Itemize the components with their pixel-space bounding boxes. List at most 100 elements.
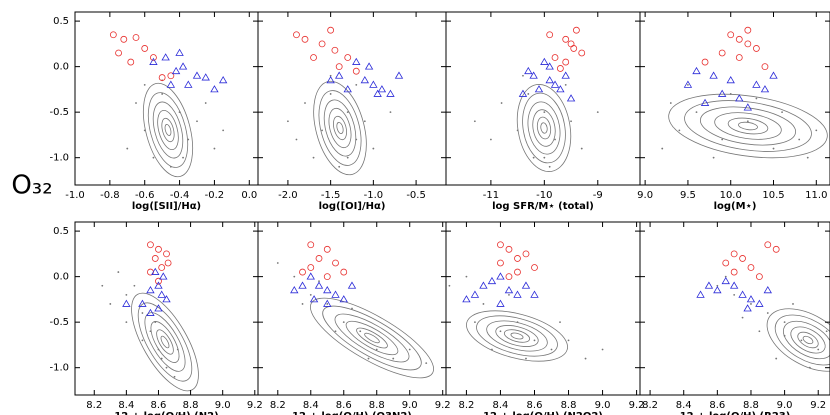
- sample-point: [729, 93, 732, 95]
- density-contour: [131, 292, 199, 392]
- sample-point: [149, 330, 152, 333]
- circle-marker: [150, 54, 157, 61]
- sample-point: [783, 334, 786, 337]
- triangle-marker: [175, 48, 184, 56]
- sample-point: [550, 348, 553, 351]
- circle-marker: [718, 49, 726, 57]
- density-contour: [536, 116, 552, 140]
- circle-marker: [147, 241, 154, 249]
- x-tick-label: 9.0: [777, 400, 793, 411]
- sample-point: [489, 138, 492, 141]
- circle-marker: [551, 54, 559, 61]
- density-contour: [700, 106, 796, 146]
- triangle-marker: [373, 89, 382, 97]
- sample-point: [326, 303, 329, 305]
- sample-point: [222, 129, 225, 132]
- circle-marker: [497, 241, 504, 249]
- circle-marker: [744, 40, 752, 48]
- density-contour: [309, 297, 435, 379]
- panel-frame: [445, 221, 641, 396]
- circle-marker: [722, 259, 730, 267]
- triangle-marker: [713, 285, 722, 294]
- circle-marker: [505, 273, 513, 281]
- panel-frame: [74, 11, 259, 186]
- triangle-marker: [201, 73, 210, 81]
- sample-point: [499, 330, 502, 333]
- triangle-marker: [743, 304, 752, 312]
- triangle-marker: [334, 71, 344, 79]
- sample-point: [312, 156, 315, 159]
- triangle-marker: [151, 267, 160, 275]
- x-tick-label: -1.0: [364, 190, 384, 201]
- x-axis-label: 12 + log(O/H) (N2): [114, 411, 218, 415]
- circle-marker: [307, 241, 315, 249]
- sample-point: [766, 312, 769, 314]
- panel-frame: [257, 11, 447, 186]
- sample-point: [213, 147, 216, 150]
- triangle-marker: [210, 85, 219, 93]
- circle-marker: [739, 255, 746, 262]
- sample-point: [712, 156, 715, 159]
- sample-point: [724, 275, 727, 278]
- sample-point: [532, 156, 535, 159]
- circle-marker: [158, 264, 166, 271]
- triangle-marker: [290, 285, 299, 294]
- density-contour: [157, 109, 179, 151]
- triangle-marker: [692, 66, 701, 75]
- triangle-marker: [556, 85, 565, 93]
- y-tick-label: -1.0: [49, 153, 69, 164]
- sample-point: [363, 120, 366, 123]
- circle-marker: [127, 58, 135, 66]
- sample-point: [721, 138, 724, 141]
- sample-point: [173, 375, 176, 378]
- sample-point: [554, 138, 556, 141]
- triangle-marker: [496, 272, 505, 280]
- sample-point: [346, 111, 349, 114]
- sample-point: [351, 307, 353, 310]
- circle-marker: [155, 245, 162, 253]
- sample-point: [342, 321, 345, 324]
- sample-point: [160, 357, 163, 360]
- panel-frame: [639, 221, 830, 396]
- x-tick-label: 9.2: [247, 400, 263, 411]
- circle-marker: [340, 268, 348, 276]
- sample-point: [695, 111, 698, 114]
- sample-point: [548, 165, 551, 168]
- x-tick-label: 10.5: [762, 190, 784, 201]
- sample-point: [473, 120, 476, 123]
- y-tick-label: 0.5: [53, 226, 69, 237]
- triangle-marker: [364, 62, 374, 70]
- triangle-marker: [683, 80, 693, 88]
- triangle-marker: [157, 290, 166, 298]
- circle-marker: [747, 264, 755, 271]
- density-contour: [137, 302, 193, 382]
- sample-point: [825, 330, 828, 333]
- circle-marker: [567, 40, 575, 48]
- circle-marker: [730, 268, 738, 276]
- x-tick-label: 8.8: [369, 400, 385, 411]
- density-contour: [510, 332, 524, 340]
- triangle-marker: [298, 281, 307, 289]
- circle-marker: [573, 26, 580, 34]
- density-contour: [540, 122, 548, 134]
- circle-marker: [735, 35, 743, 43]
- density-contour: [727, 117, 769, 135]
- density-contour: [323, 99, 357, 157]
- triangle-marker: [545, 75, 554, 84]
- x-tick-label: -0.2: [205, 190, 225, 201]
- circle-marker: [505, 245, 513, 253]
- triangle-marker: [323, 285, 332, 294]
- sample-point: [482, 303, 485, 305]
- circle-marker: [752, 45, 760, 52]
- density-contour: [345, 320, 399, 356]
- triangle-marker: [138, 299, 147, 307]
- triangle-marker: [518, 89, 528, 97]
- circle-marker: [761, 63, 769, 71]
- sample-point: [687, 83, 689, 86]
- triangle-marker: [540, 57, 549, 65]
- density-contour: [684, 100, 812, 152]
- sample-point: [187, 138, 190, 141]
- sample-point: [276, 262, 279, 264]
- sample-point: [157, 348, 160, 351]
- density-contour: [364, 332, 380, 344]
